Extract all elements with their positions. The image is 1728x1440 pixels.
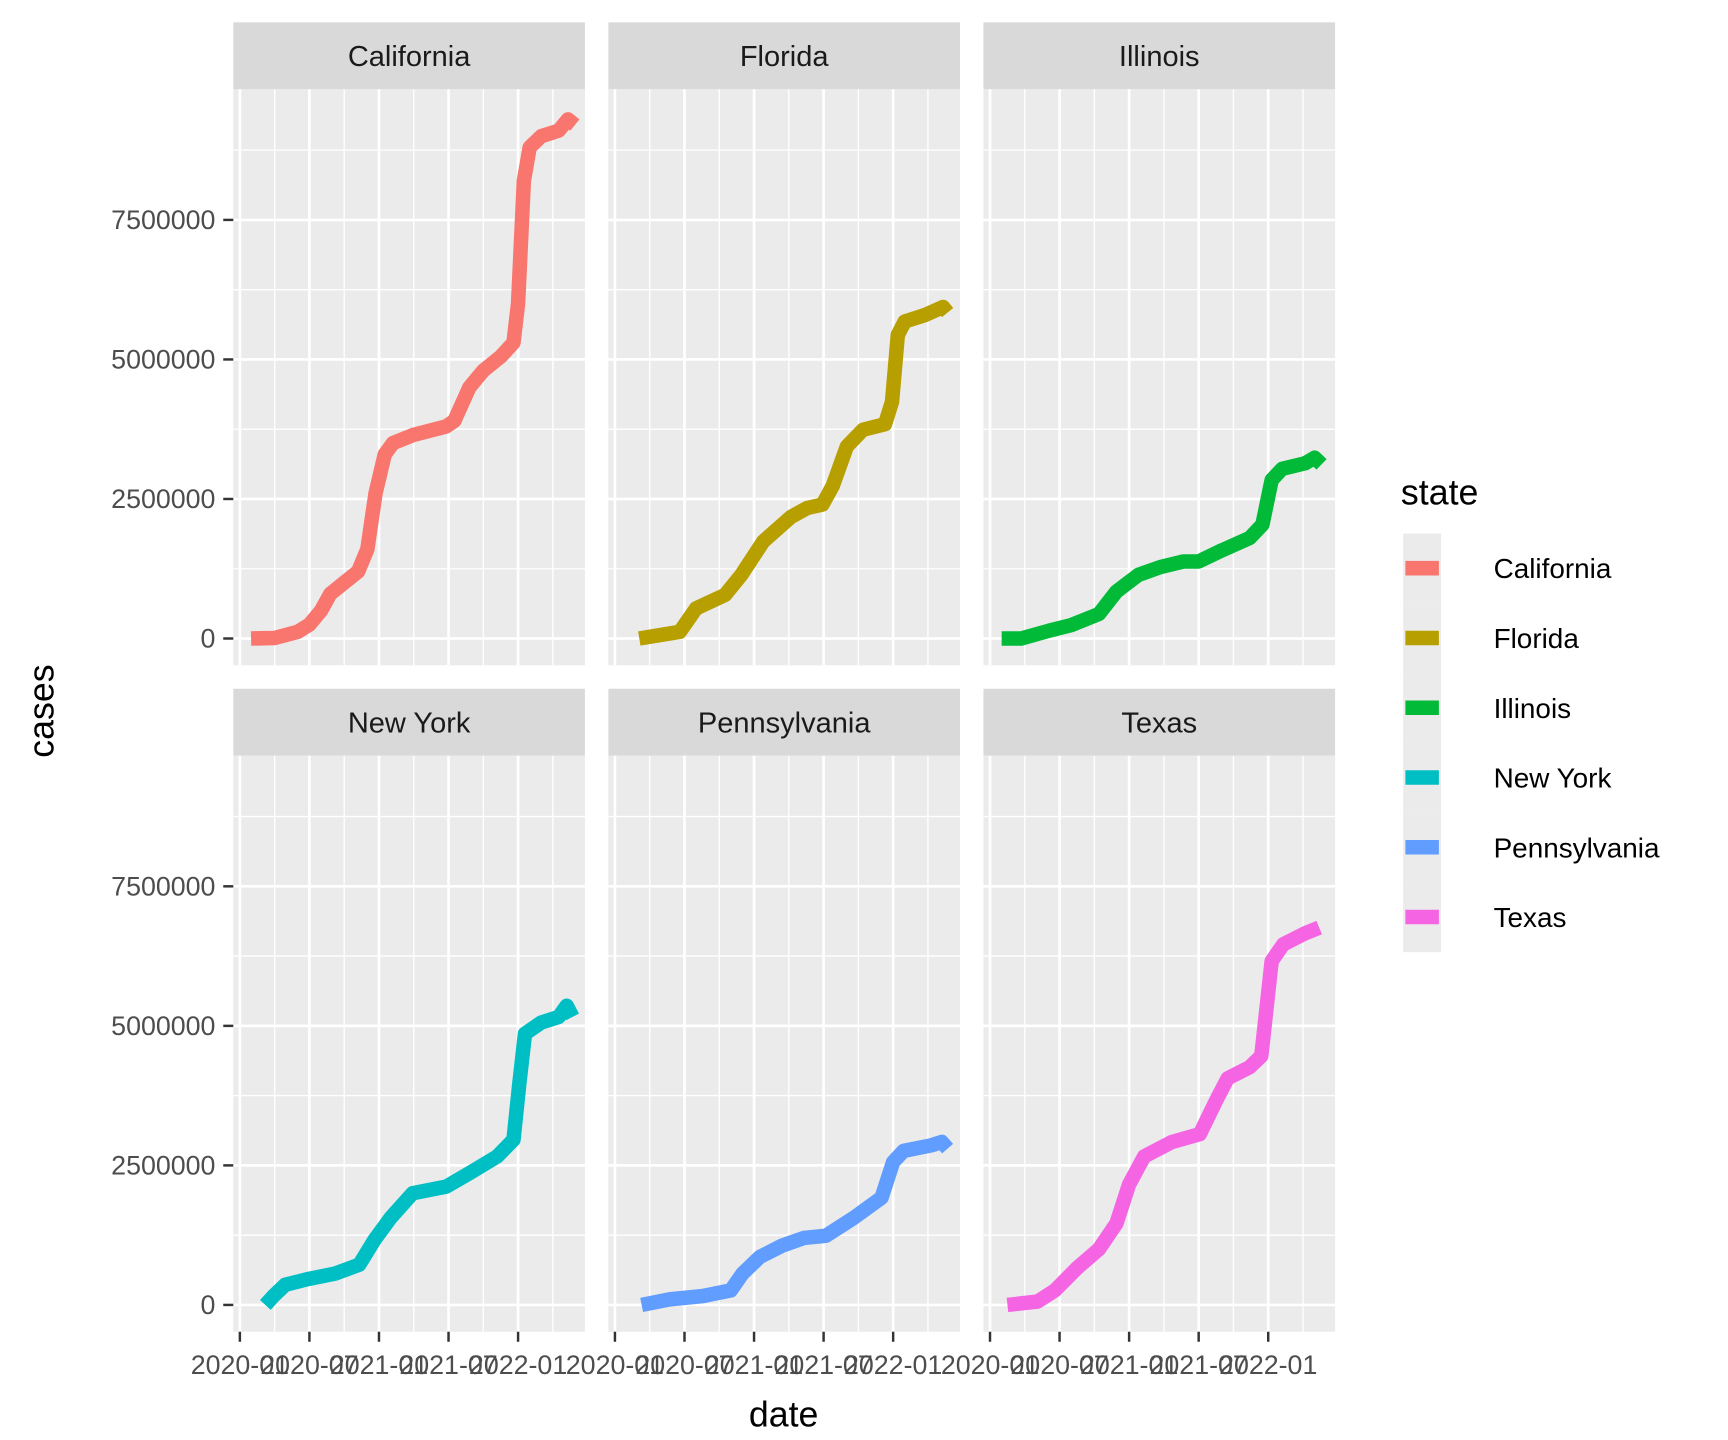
y-tick-label: 2500000 — [111, 1150, 215, 1180]
series-line-new-york — [259, 998, 579, 1310]
facet-strip — [233, 688, 585, 756]
facet-strip-label: California — [348, 41, 471, 73]
legend-label: New York — [1494, 763, 1612, 794]
facet-strip — [608, 688, 960, 756]
facet-panel: California — [233, 22, 585, 666]
x-tick-label: 2020-07 — [635, 1350, 733, 1380]
y-tick-label: 5000000 — [111, 344, 215, 374]
facet-strip-label: Pennsylvania — [698, 707, 871, 739]
facet-strip — [983, 22, 1336, 90]
y-axis-title: cases — [22, 664, 62, 757]
series-line-texas — [1006, 920, 1322, 1313]
x-tick-label: 2022-01 — [844, 1350, 942, 1380]
y-tick-label: 0 — [201, 1290, 216, 1320]
legend-title: state — [1401, 473, 1478, 513]
series-line-florida — [638, 299, 954, 646]
facet-panels: California Florida Illinois New York Pennsyl… — [233, 22, 1336, 1332]
y-tick-label: 0 — [201, 623, 216, 653]
panel-background — [983, 89, 1336, 666]
panel-background — [233, 89, 585, 666]
y-tick-label: 5000000 — [111, 1011, 215, 1041]
facet-strip-label: Texas — [1121, 707, 1197, 739]
legend-label: California — [1494, 553, 1612, 584]
x-tick-label: 2021-07 — [1150, 1350, 1248, 1380]
x-tick-label: 2021-01 — [1080, 1350, 1178, 1380]
facet-strip-label: Illinois — [1119, 41, 1200, 73]
x-tick-label: 2020-07 — [260, 1350, 358, 1380]
legend-item: Florida — [1403, 603, 1580, 674]
series-line-california — [250, 112, 580, 646]
x-tick-label: 2020-01 — [941, 1350, 1039, 1380]
facet-panel: Illinois — [983, 22, 1336, 666]
facet-panel: Pennsylvania — [608, 688, 960, 1332]
legend-label: Pennsylvania — [1494, 832, 1660, 863]
facet-strip — [608, 22, 960, 90]
y-tick-label: 2500000 — [111, 484, 215, 514]
legend-label: Illinois — [1494, 693, 1572, 724]
facet-panel: Texas — [983, 688, 1336, 1332]
facet-panel: Florida — [608, 22, 960, 666]
legend-label: Texas — [1494, 902, 1567, 933]
series-line-illinois — [1001, 450, 1327, 646]
facet-strip — [233, 22, 585, 90]
facet-strip — [983, 688, 1336, 756]
x-axis-title: date — [749, 1395, 819, 1435]
x-tick-label: 2021-01 — [705, 1350, 803, 1380]
legend: state California Florida Illinois New York P… — [1401, 473, 1660, 953]
x-tick-label: 2020-01 — [191, 1350, 289, 1380]
series-line-pennsylvania — [640, 1134, 954, 1313]
panel-background — [608, 89, 960, 666]
x-tick-label: 2021-07 — [774, 1350, 872, 1380]
x-tick-label: 2022-01 — [469, 1350, 567, 1380]
legend-item: Illinois — [1403, 673, 1571, 743]
x-tick-label: 2021-01 — [330, 1350, 428, 1380]
legend-item: New York — [1403, 742, 1612, 813]
x-tick-label: 2020-07 — [1010, 1350, 1108, 1380]
y-tick-label: 7500000 — [111, 205, 215, 235]
legend-item: Pennsylvania — [1403, 812, 1660, 883]
facet-panel: New York — [233, 688, 585, 1332]
facet-strip-label: New York — [348, 707, 471, 739]
x-tick-label: 2020-01 — [566, 1350, 664, 1380]
facet-strip-label: Florida — [740, 41, 830, 73]
x-axes: 2020-012020-072021-012021-072022-012020-… — [191, 1331, 1317, 1380]
x-tick-label: 2021-07 — [399, 1350, 497, 1380]
panel-background — [983, 755, 1336, 1332]
panel-background — [233, 755, 585, 1332]
x-tick-label: 2022-01 — [1219, 1350, 1317, 1380]
legend-item: California — [1403, 533, 1612, 604]
legend-item: Texas — [1403, 882, 1567, 953]
legend-label: Florida — [1494, 623, 1580, 654]
y-axes: 0 2500000 5000000 7500000 0 2500000 5000000 750… — [111, 205, 234, 1320]
y-tick-label: 7500000 — [111, 871, 215, 901]
